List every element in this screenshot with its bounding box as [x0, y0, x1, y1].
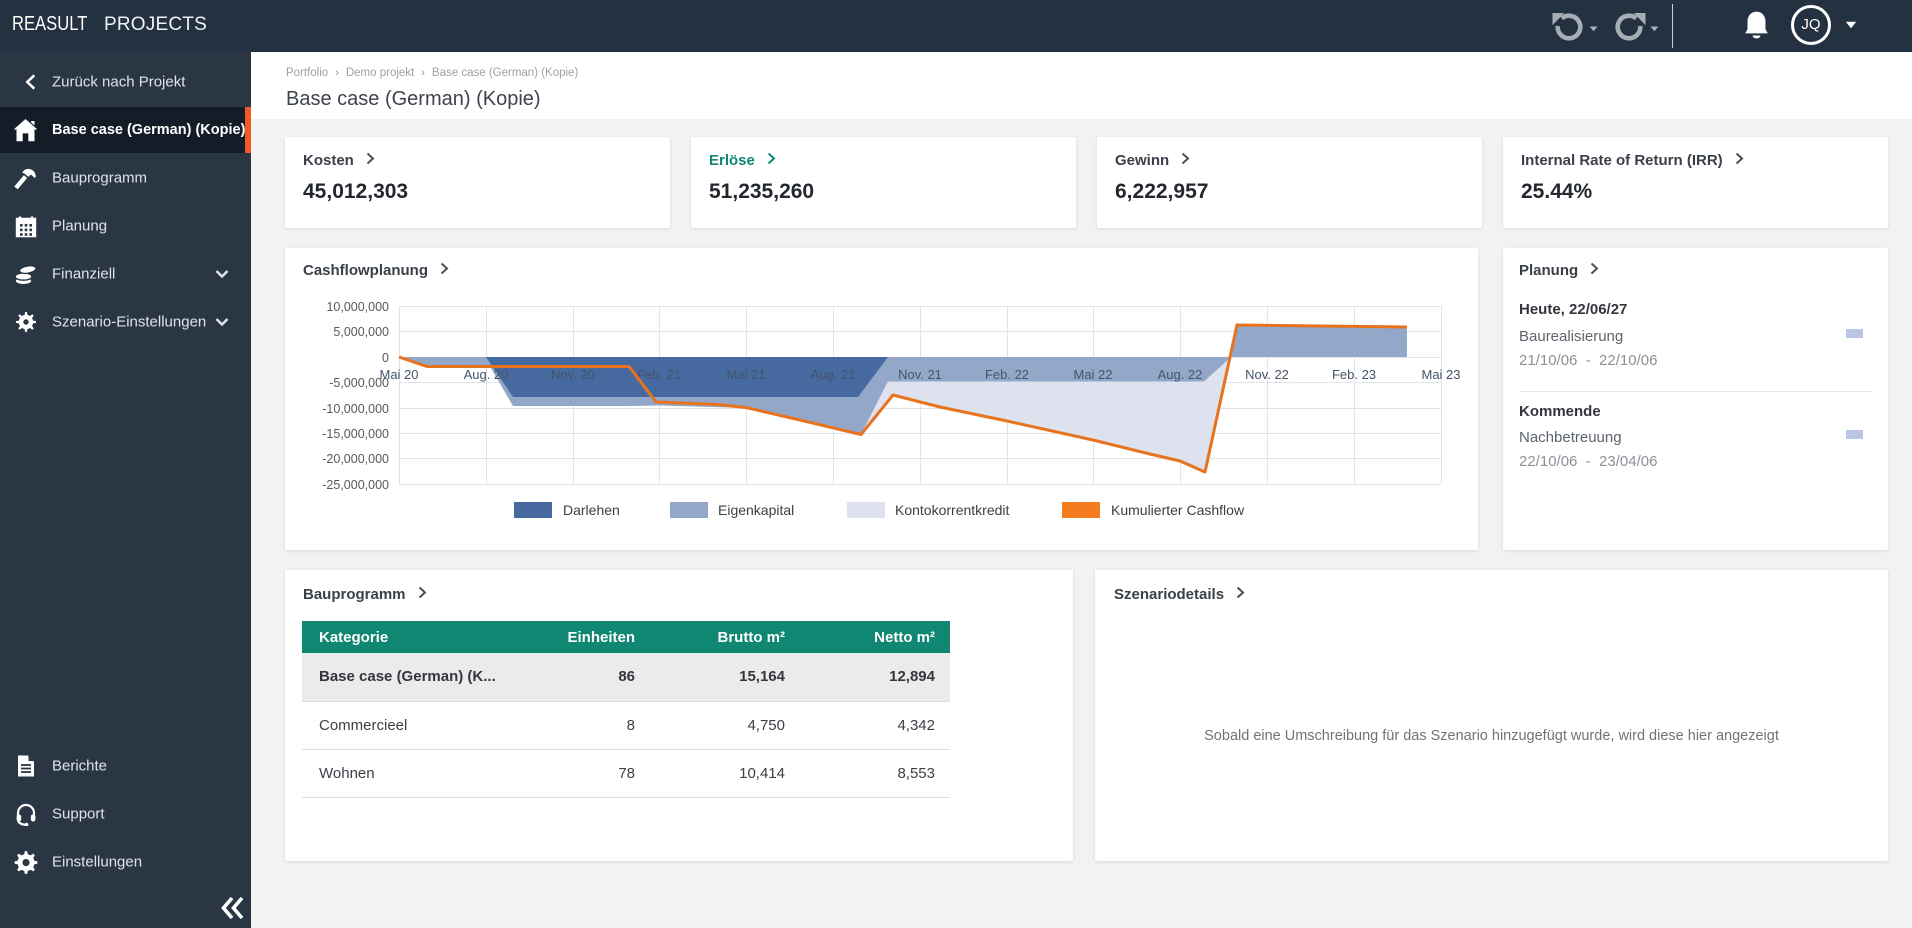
svg-text:Darlehen: Darlehen — [563, 502, 620, 518]
svg-text:Aug. 22: Aug. 22 — [1158, 367, 1203, 382]
svg-text:Aug. 20: Aug. 20 — [464, 367, 509, 382]
svg-text:Mai 21: Mai 21 — [726, 367, 765, 382]
svg-text:-15,000,000: -15,000,000 — [322, 427, 389, 441]
svg-text:Nov. 21: Nov. 21 — [898, 367, 942, 382]
svg-text:Mai 22: Mai 22 — [1073, 367, 1112, 382]
svg-text:0: 0 — [382, 351, 389, 365]
svg-text:5,000,000: 5,000,000 — [333, 325, 389, 339]
svg-text:Nov. 22: Nov. 22 — [1245, 367, 1289, 382]
svg-text:Feb. 22: Feb. 22 — [985, 367, 1029, 382]
svg-text:Aug. 21: Aug. 21 — [811, 367, 856, 382]
svg-text:-20,000,000: -20,000,000 — [322, 452, 389, 466]
svg-text:Kontokorrentkredit: Kontokorrentkredit — [895, 502, 1010, 518]
svg-text:Feb. 23: Feb. 23 — [1332, 367, 1376, 382]
svg-text:Eigenkapital: Eigenkapital — [718, 502, 794, 518]
svg-text:Mai 23: Mai 23 — [1421, 367, 1460, 382]
svg-text:-10,000,000: -10,000,000 — [322, 402, 389, 416]
svg-text:-5,000,000: -5,000,000 — [329, 376, 389, 390]
svg-text:-25,000,000: -25,000,000 — [322, 478, 389, 492]
svg-text:Nov. 20: Nov. 20 — [551, 367, 595, 382]
svg-text:Kumulierter Cashflow: Kumulierter Cashflow — [1111, 502, 1245, 518]
svg-text:Feb. 21: Feb. 21 — [637, 367, 681, 382]
svg-text:Mai 20: Mai 20 — [379, 367, 418, 382]
svg-text:10,000,000: 10,000,000 — [326, 300, 389, 314]
